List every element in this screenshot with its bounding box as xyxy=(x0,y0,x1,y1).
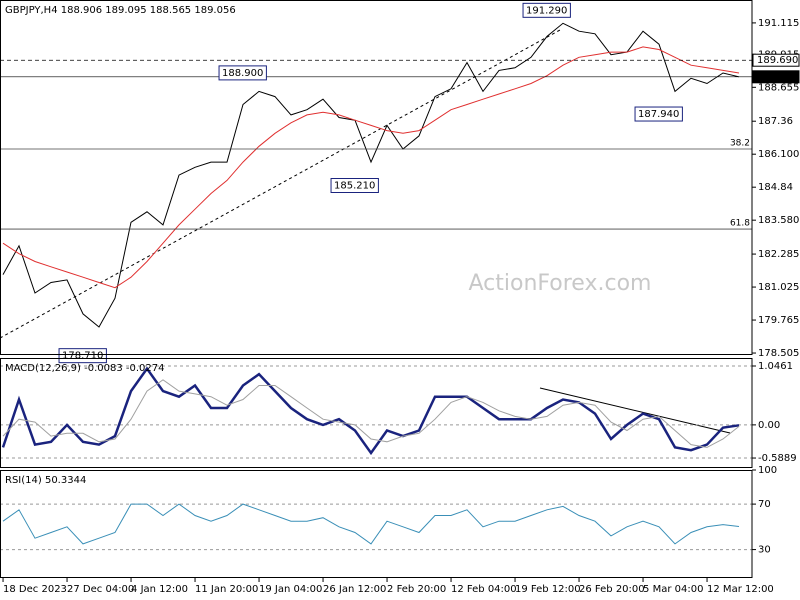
level-label: 189.056 xyxy=(757,72,798,83)
annotation-box xyxy=(58,348,107,364)
level-box xyxy=(752,70,800,84)
y-tick-label: 0.00 xyxy=(758,420,780,431)
annotation: 185.210 xyxy=(334,181,375,192)
x-tick-label: 4 Jan 12:00 xyxy=(131,584,188,595)
series-line xyxy=(1,366,740,456)
y-tick-label: -0.5889 xyxy=(758,453,797,464)
x-tick-label: 12 Mar 12:00 xyxy=(707,584,774,595)
y-tick-label: 1.0461 xyxy=(758,361,793,372)
macd-trend-line xyxy=(539,387,731,434)
y-tick-label: 183.580 xyxy=(758,215,799,226)
panel-border xyxy=(0,0,753,355)
series-line xyxy=(2,503,740,545)
y-tick-label: 191.115 xyxy=(758,18,799,29)
panel-title: GBPJPY,H4 188.906 189.095 188.565 189.05… xyxy=(5,5,236,16)
fib-label: 38.2 xyxy=(730,138,750,148)
annotation: 191.290 xyxy=(526,5,567,16)
x-tick-label: 12 Feb 04:00 xyxy=(451,584,517,595)
y-tick-label: 181.025 xyxy=(758,282,799,293)
annotation-box xyxy=(218,65,267,81)
annotation-box xyxy=(634,106,683,122)
series-line xyxy=(2,22,740,328)
y-tick-label: 186.100 xyxy=(758,149,799,160)
watermark: ActionForex.com xyxy=(469,271,652,296)
y-tick-label: 188.655 xyxy=(758,82,799,93)
series-line xyxy=(2,46,740,289)
x-tick-label: 26 Feb 20:00 xyxy=(579,584,645,595)
x-tick-label: 26 Jan 12:00 xyxy=(323,584,386,595)
panel-border xyxy=(0,470,753,578)
y-tick-label: 100 xyxy=(758,465,777,476)
x-tick-label: 18 Dec 2023 xyxy=(3,584,67,595)
level-label: 189.690 xyxy=(757,55,798,66)
annotation: 188.900 xyxy=(222,68,263,79)
level-box xyxy=(752,53,800,67)
x-tick-label: 11 Jan 20:00 xyxy=(195,584,258,595)
panel-title: RSI(14) 50.3344 xyxy=(5,475,86,486)
annotation: 187.940 xyxy=(638,109,679,120)
y-tick-label: 178.505 xyxy=(758,348,799,359)
annotation: 178.710 xyxy=(62,351,103,362)
panel-title: MACD(12,26,9) -0.0083 -0.0274 xyxy=(5,363,165,374)
y-tick-label: 182.285 xyxy=(758,249,799,260)
y-tick-label: 187.36 xyxy=(758,116,793,127)
y-tick-label: 30 xyxy=(758,545,771,556)
x-tick-label: 2 Feb 20:00 xyxy=(387,584,446,595)
fib-label: 61.8 xyxy=(730,219,750,229)
panel-border xyxy=(0,358,753,468)
trend-line xyxy=(0,29,561,339)
x-tick-label: 19 Feb 12:00 xyxy=(515,584,581,595)
y-tick-label: 179.765 xyxy=(758,315,799,326)
x-tick-label: 27 Dec 04:00 xyxy=(67,584,134,595)
series-line xyxy=(2,379,740,448)
annotation-box xyxy=(330,178,379,193)
x-tick-label: 19 Jan 04:00 xyxy=(259,584,322,595)
y-tick-label: 184.84 xyxy=(758,182,793,193)
x-tick-label: 5 Mar 04:00 xyxy=(643,584,703,595)
y-tick-label: 70 xyxy=(758,499,771,510)
annotation-box xyxy=(522,2,571,18)
